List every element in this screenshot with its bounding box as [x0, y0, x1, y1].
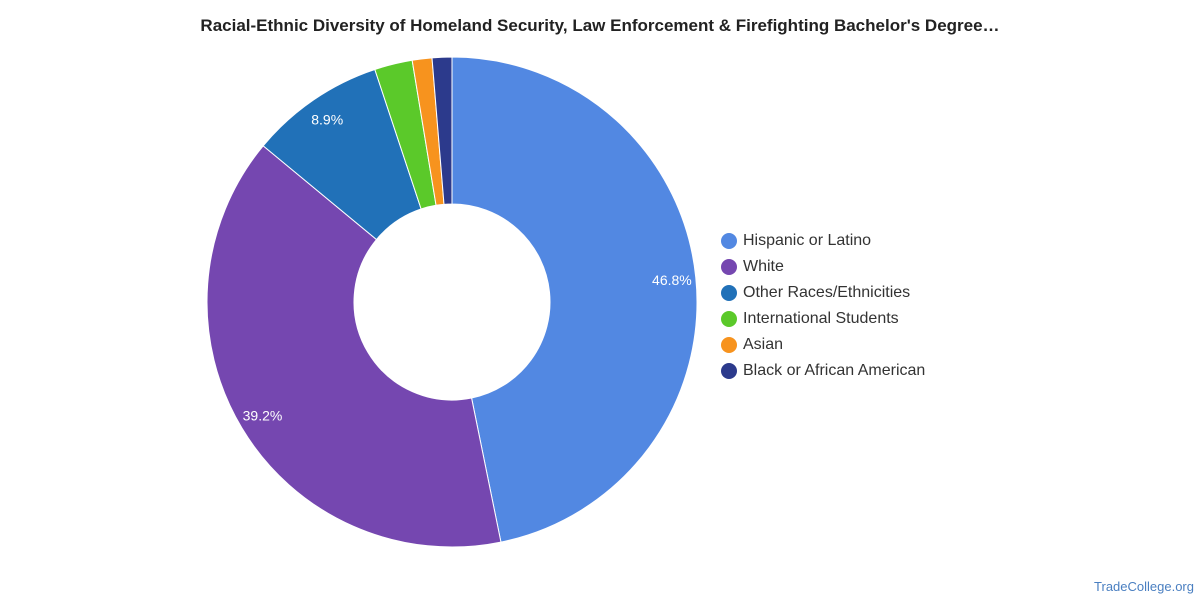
chart-title: Racial-Ethnic Diversity of Homeland Secu…	[200, 16, 1000, 35]
slice-white[interactable]	[206, 145, 502, 548]
legend-label: White	[743, 258, 784, 275]
legend-item-hispanic-or-latino[interactable]: Hispanic or Latino	[721, 228, 925, 254]
legend: Hispanic or Latino White Other Races/Ethni…	[721, 228, 925, 384]
legend-label: Other Races/Ethnicities	[743, 284, 911, 301]
slice-label-hispanic-or-latino: 46.8%	[652, 272, 692, 288]
legend-item-white[interactable]: White	[721, 254, 925, 280]
slice-label-other-races-ethnicities: 8.9%	[311, 112, 343, 128]
legend-item-black-or-african-american[interactable]: Black or African American	[721, 358, 925, 384]
slice-label-white: 39.2%	[243, 408, 283, 424]
legend-swatch-icon	[721, 259, 737, 275]
slice-labels-group: 46.8% 39.2% 8.9%	[243, 112, 692, 424]
slices-group	[206, 56, 698, 548]
slice-black-or-african-american[interactable]	[431, 56, 453, 205]
watermark[interactable]: TradeCollege.org	[1094, 579, 1194, 594]
legend-label: Asian	[743, 336, 784, 353]
legend-swatch-icon	[721, 285, 737, 301]
legend-label: International Students	[743, 310, 899, 327]
legend-swatch-icon	[721, 363, 737, 379]
legend-item-asian[interactable]: Asian	[721, 332, 925, 358]
legend-label: Black or African American	[743, 362, 926, 379]
legend-label: Hispanic or Latino	[743, 232, 872, 249]
legend-item-international-students[interactable]: International Students	[721, 306, 925, 332]
slice-hispanic-or-latino[interactable]	[451, 56, 698, 543]
legend-item-other-races-ethnicities[interactable]: Other Races/Ethnicities	[721, 280, 925, 306]
legend-swatch-icon	[721, 337, 737, 353]
legend-swatch-icon	[721, 311, 737, 327]
legend-swatch-icon	[721, 233, 737, 249]
